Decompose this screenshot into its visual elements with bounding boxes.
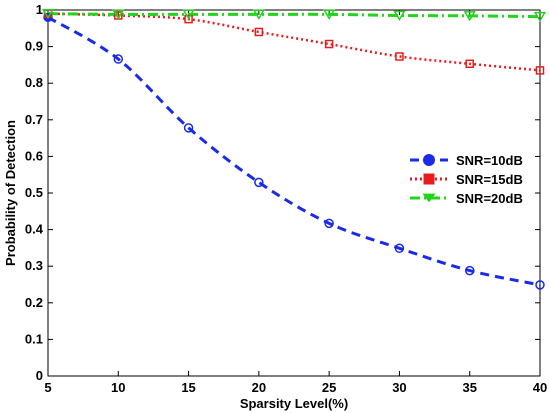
data-point <box>533 11 547 23</box>
series-line <box>47 16 541 287</box>
data-point <box>423 154 435 166</box>
y-tick-label: 0.9 <box>25 39 43 54</box>
series-line <box>47 12 541 19</box>
data-point <box>535 66 545 75</box>
series-line <box>47 12 541 72</box>
data-point <box>395 52 404 61</box>
legend: SNR=10dB SNR=15dB SNR=20dB <box>410 153 523 206</box>
legend-label: SNR=10dB <box>456 153 523 168</box>
y-tick-label: 0.7 <box>25 112 43 127</box>
x-tick-label: 20 <box>252 380 266 395</box>
y-axis-label: Probability of Detection <box>3 120 18 266</box>
x-tick-label: 10 <box>111 380 125 395</box>
x-tick-label: 35 <box>462 380 476 395</box>
data-point <box>182 9 195 20</box>
data-point <box>423 173 435 185</box>
data-point <box>422 193 436 203</box>
data-point <box>184 14 193 24</box>
legend-label: SNR=15dB <box>456 172 523 187</box>
series-markers <box>41 8 547 290</box>
data-point <box>113 54 124 64</box>
x-tick-label: 30 <box>392 380 406 395</box>
y-tick-label: 0.3 <box>25 258 43 273</box>
data-point <box>41 8 55 20</box>
data-point <box>252 9 265 20</box>
data-point <box>254 27 264 37</box>
data-point <box>112 9 125 20</box>
y-tick-label: 0.8 <box>25 75 43 90</box>
x-tick-label: 40 <box>533 380 547 395</box>
y-tick-label: 0.5 <box>25 185 43 200</box>
y-tick-label: 0.6 <box>25 148 43 163</box>
data-point <box>465 59 474 69</box>
data-point <box>324 218 334 229</box>
y-tick-label: 0.4 <box>25 222 44 237</box>
data-point <box>393 10 406 21</box>
data-point <box>535 280 545 290</box>
y-tick-label: 0 <box>36 368 43 383</box>
data-point <box>254 177 264 188</box>
y-tick-label: 0.2 <box>25 295 43 310</box>
x-tick-label: 5 <box>44 380 51 395</box>
y-tick-label: 1 <box>36 2 43 17</box>
data-point <box>463 11 476 22</box>
x-axis-label: Sparsity Level(%) <box>240 396 348 411</box>
series-lines <box>47 12 541 287</box>
x-tick-label: 15 <box>181 380 195 395</box>
data-point <box>394 243 405 254</box>
data-point <box>324 39 334 49</box>
data-point <box>183 123 194 133</box>
y-tick-label: 0.1 <box>25 331 43 346</box>
axis-ticks: 5 10 15 20 25 30 35 40 0 0.1 0.2 0.3 0.4 0.5 0.6 0.7 0.8… <box>25 2 547 395</box>
data-point <box>464 265 475 276</box>
x-tick-label: 25 <box>322 380 336 395</box>
data-point <box>323 9 336 20</box>
legend-label: SNR=20dB <box>456 191 523 206</box>
